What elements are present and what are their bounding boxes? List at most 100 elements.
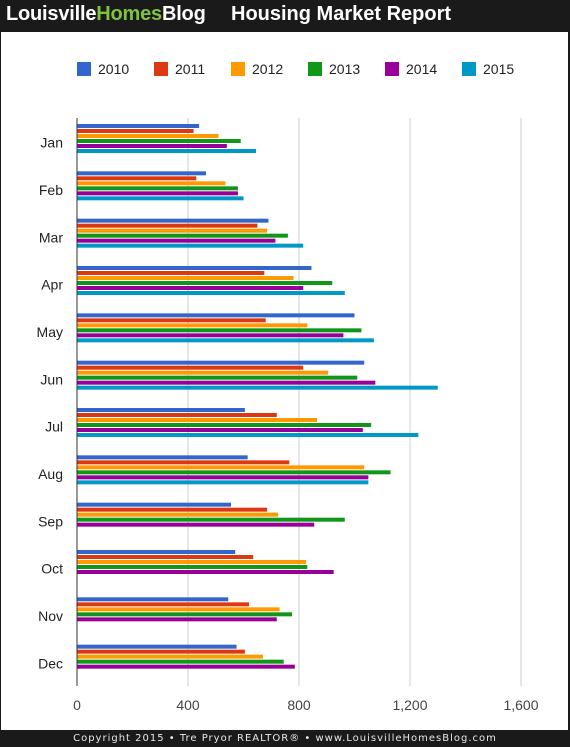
bar-jun-2011 [77, 365, 304, 370]
bar-jan-2014 [77, 144, 227, 148]
category-label-jan: Jan [40, 135, 63, 151]
bar-may-2011 [77, 318, 266, 323]
bar-nov-2010 [77, 597, 229, 602]
bar-sep-2012 [77, 512, 279, 517]
bar-jul-2012 [77, 418, 318, 422]
bar-may-2014 [77, 333, 344, 338]
legend-swatch-2010 [77, 62, 91, 76]
bar-jan-2010 [77, 124, 200, 128]
legend-swatch-2011 [154, 62, 168, 76]
bar-oct-2012 [77, 560, 306, 564]
category-label-jun: Jun [40, 371, 63, 387]
report-title: Housing Market Report [231, 3, 452, 25]
footer-copyright: Copyright 2015 • Tre Pryor REALTOR® • ww… [73, 733, 497, 744]
bar-jun-2014 [77, 380, 376, 385]
bar-oct-2013 [77, 565, 308, 569]
header-bar: LouisvilleHomesBlog Housing Market Repor… [0, 0, 570, 32]
bar-oct-2010 [77, 550, 236, 554]
category-label-jul: Jul [45, 419, 63, 435]
bar-aug-2014 [77, 475, 369, 480]
chart-card: Jan Feb Mar Apr May Jun Jul Aug Sep Oct Nov Dec 0 400… [1, 32, 568, 730]
bar-aug-2010 [77, 455, 248, 460]
brand-logo-part-blog: Blog [161, 3, 206, 25]
bar-apr-2013 [77, 281, 333, 285]
bar-apr-2015 [77, 291, 345, 295]
bar-may-2013 [77, 328, 362, 333]
bar-oct-2011 [77, 555, 254, 559]
bar-jun-2010 [77, 360, 365, 365]
bar-dec-2011 [77, 649, 245, 654]
bar-mar-2015 [77, 243, 304, 248]
legend-label-2015: 2015 [483, 61, 514, 77]
bar-jan-2012 [77, 134, 219, 138]
bar-may-2015 [77, 338, 374, 343]
bar-sep-2014 [77, 522, 315, 527]
legend-label-2014: 2014 [406, 61, 437, 77]
bar-aug-2011 [77, 460, 290, 465]
bar-aug-2013 [77, 470, 391, 475]
x-tick-label: 800 [287, 697, 311, 713]
category-label-feb: Feb [39, 182, 63, 198]
bar-mar-2014 [77, 238, 276, 243]
bar-feb-2013 [77, 186, 238, 191]
legend-label-2012: 2012 [252, 61, 283, 77]
bar-apr-2010 [77, 266, 312, 270]
bar-apr-2014 [77, 286, 304, 290]
x-tick-label: 1,200 [392, 697, 427, 713]
bar-feb-2011 [77, 176, 197, 181]
bar-nov-2013 [77, 612, 293, 617]
bar-feb-2012 [77, 181, 226, 186]
bar-nov-2014 [77, 617, 277, 622]
bar-aug-2015 [77, 480, 369, 485]
bar-nov-2011 [77, 602, 250, 607]
category-label-dec: Dec [38, 655, 63, 671]
brand-logo[interactable]: LouisvilleHomesBlog [6, 3, 206, 26]
bar-feb-2015 [77, 196, 244, 201]
bar-may-2010 [77, 313, 355, 318]
bar-aug-2012 [77, 465, 365, 470]
bar-sep-2010 [77, 502, 232, 507]
bar-jun-2013 [77, 375, 358, 380]
bar-dec-2010 [77, 644, 237, 649]
bar-jun-2012 [77, 370, 329, 375]
bar-sep-2011 [77, 507, 268, 512]
x-tick-label: 1,600 [503, 697, 538, 713]
category-label-aug: Aug [38, 466, 63, 482]
bar-apr-2011 [77, 271, 265, 275]
bar-may-2012 [77, 323, 308, 328]
bar-jan-2011 [77, 129, 194, 133]
category-label-sep: Sep [38, 513, 63, 529]
x-tick-label: 400 [176, 697, 200, 713]
bar-feb-2014 [77, 191, 238, 196]
bar-feb-2010 [77, 171, 207, 176]
bar-jan-2013 [77, 139, 241, 143]
bar-jul-2011 [77, 413, 277, 417]
legend-label-2013: 2013 [329, 61, 360, 77]
bar-dec-2013 [77, 659, 284, 664]
bar-jul-2014 [77, 428, 363, 432]
bar-mar-2010 [77, 218, 269, 223]
category-label-oct: Oct [41, 561, 63, 577]
bar-nov-2012 [77, 607, 280, 612]
brand-logo-part-louisville: Louisville [6, 3, 97, 25]
legend-swatch-2015 [462, 62, 476, 76]
bar-dec-2014 [77, 664, 295, 669]
x-tick-label: 0 [73, 697, 81, 713]
bar-chart: Jan Feb Mar Apr May Jun Jul Aug Sep Oct Nov Dec 0 400… [37, 61, 539, 713]
category-label-mar: Mar [39, 229, 63, 245]
bar-jul-2010 [77, 408, 245, 412]
legend-swatch-2014 [385, 62, 399, 76]
bar-apr-2012 [77, 276, 294, 280]
bar-jul-2015 [77, 433, 419, 437]
brand-logo-part-homes: Homes [96, 3, 162, 25]
legend-swatch-2012 [231, 62, 245, 76]
legend-swatch-2013 [308, 62, 322, 76]
bar-mar-2012 [77, 228, 268, 233]
legend-label-2011: 2011 [175, 61, 205, 77]
legend-label-2010: 2010 [98, 61, 129, 77]
bar-sep-2013 [77, 517, 345, 522]
category-label-may: May [37, 324, 63, 340]
category-label-apr: Apr [41, 277, 63, 293]
bar-jul-2013 [77, 423, 372, 427]
bar-dec-2012 [77, 654, 263, 659]
